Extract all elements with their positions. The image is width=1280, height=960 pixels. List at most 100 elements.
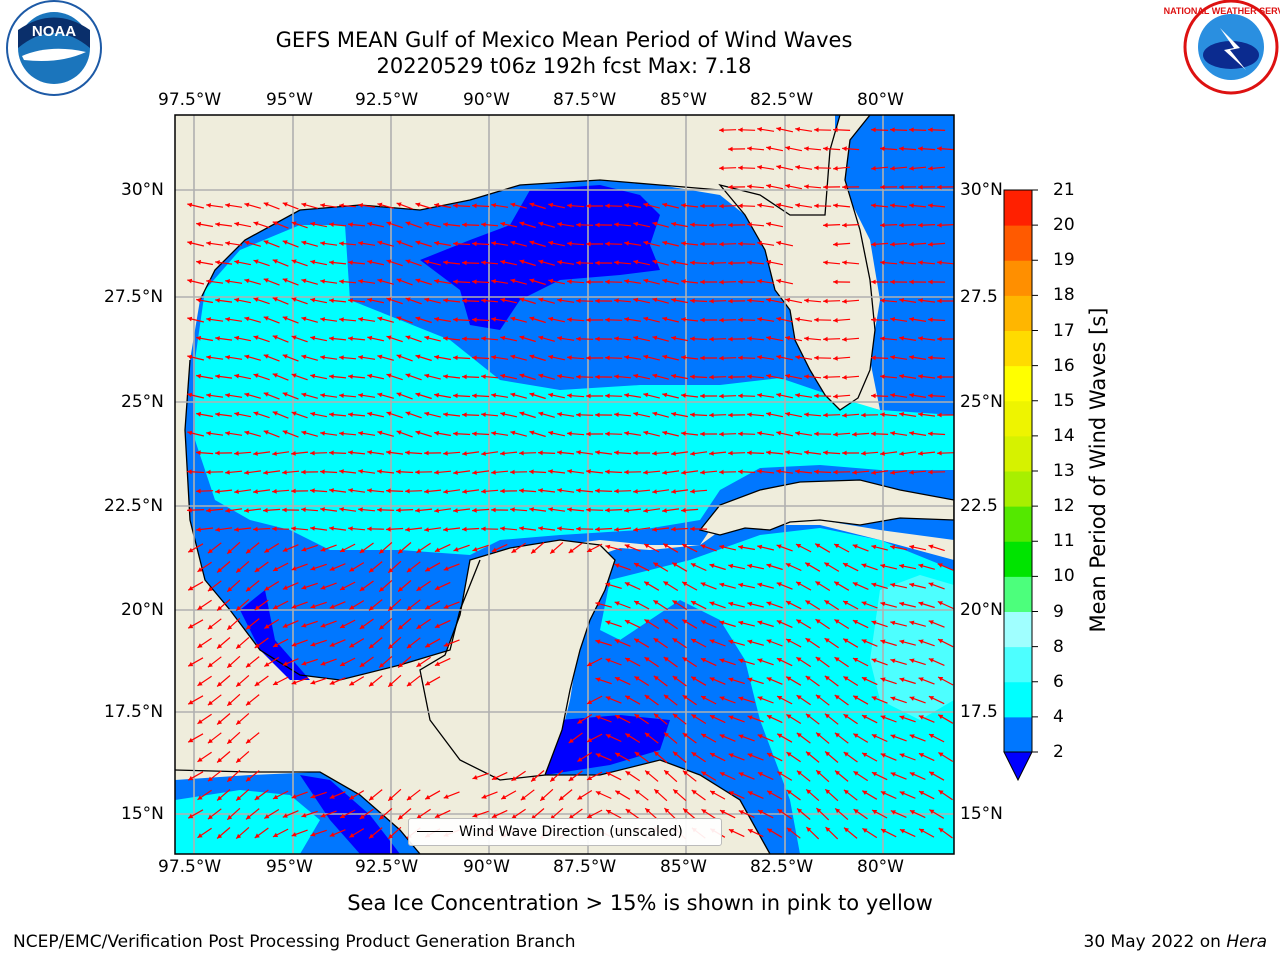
wind-wave-arrow-head	[785, 373, 791, 379]
wind-wave-arrow-head	[196, 411, 202, 417]
chart-subtitle: 20220529 t06z 192h fcst Max: 7.18	[376, 54, 752, 78]
wind-wave-arrow-head	[415, 392, 421, 398]
wind-wave-arrow-head	[225, 470, 230, 475]
credit-host: Hera	[1226, 932, 1267, 952]
colorbar-segment	[1004, 541, 1032, 577]
wind-wave-arrow-head	[776, 658, 782, 663]
wind-wave-arrow-head	[367, 526, 372, 532]
wind-wave-arrow-head	[339, 241, 344, 246]
wind-wave-arrow-head	[434, 547, 440, 552]
wind-wave-arrow-head	[747, 184, 752, 189]
wind-wave-arrow-head	[187, 430, 193, 436]
wind-wave-arrow-head	[700, 393, 705, 399]
wind-wave-arrow-head	[806, 751, 811, 757]
wind-wave-arrow-head	[700, 355, 705, 361]
wind-wave-arrow-head	[937, 184, 942, 190]
colorbar-tick-label: 4	[1053, 706, 1064, 727]
wind-wave-arrow-head	[861, 412, 866, 418]
wind-wave-arrow-head	[538, 488, 543, 493]
colorbar-tick-label: 17	[1053, 320, 1075, 341]
wind-wave-arrow-head	[814, 165, 819, 171]
wind-wave-arrow-head	[462, 451, 467, 456]
wind-wave-arrow-head	[519, 488, 524, 494]
wind-wave-arrow-head	[605, 203, 610, 209]
wind-wave-arrow-head	[691, 639, 697, 644]
wind-wave-arrow-head	[253, 489, 258, 494]
wind-wave-arrow-head	[236, 643, 242, 649]
wind-wave-arrow-head	[491, 279, 496, 284]
wind-wave-arrow-head	[481, 260, 486, 265]
wind-wave-arrow-head	[424, 411, 430, 417]
wind-wave-arrow-head	[738, 620, 744, 626]
wind-wave-arrow-head	[481, 794, 487, 799]
yucatan-land	[419, 539, 616, 781]
wind-wave-arrow-head	[672, 600, 678, 605]
wind-wave-arrow-head	[786, 714, 792, 719]
sea-ice-caption: Sea Ice Concentration > 15% is shown in …	[347, 891, 933, 915]
wind-wave-arrow-head	[264, 586, 270, 591]
northern-gulf-dark	[420, 185, 660, 330]
wind-wave-arrow-head	[348, 260, 353, 265]
wind-wave-arrow-head	[320, 317, 325, 322]
wind-wave-arrow-head	[529, 469, 534, 475]
wind-wave-arrow-head	[415, 316, 421, 322]
wind-wave-arrow-head	[624, 544, 630, 549]
wind-wave-arrow-head	[187, 202, 193, 208]
wind-wave-arrow-head	[691, 752, 697, 757]
wind-wave-arrow-head	[709, 601, 715, 606]
wind-wave-arrow-head	[700, 203, 705, 209]
wind-wave-arrow-head	[671, 335, 677, 341]
wind-wave-arrow-head	[557, 222, 562, 227]
wind-wave-arrow-head	[301, 585, 307, 590]
wind-wave-arrow-head	[928, 203, 933, 208]
wind-wave-arrow-head	[681, 355, 686, 360]
wind-wave-arrow-head	[586, 317, 591, 323]
wind-wave-arrow-head	[909, 810, 915, 815]
lon-tick-bottom: 87.5°W	[553, 857, 617, 877]
wind-wave-arrow-head	[652, 527, 657, 532]
wind-wave-arrow-head	[406, 567, 412, 573]
wind-wave-arrow-head	[833, 127, 838, 133]
wind-wave-arrow-head	[671, 451, 676, 456]
wind-wave-arrow-head	[719, 279, 724, 285]
wind-wave-arrow-head	[605, 355, 610, 361]
wind-wave-arrow-head	[481, 412, 486, 417]
wind-wave-arrow-head	[757, 317, 762, 322]
wind-wave-arrow-head	[472, 317, 477, 323]
wind-wave-arrow-head	[227, 738, 233, 744]
wind-wave-arrow-head	[633, 489, 638, 494]
wind-wave-arrow-head	[310, 832, 316, 837]
wind-wave-arrow-head	[615, 715, 621, 720]
wind-wave-arrow-head	[747, 829, 753, 834]
wind-wave-arrow-head	[187, 278, 193, 284]
wind-wave-arrow-head	[310, 373, 316, 379]
wind-wave-arrow-head	[453, 203, 458, 209]
wind-wave-arrow-head	[633, 373, 639, 379]
wind-wave-arrow-head	[310, 450, 315, 456]
wind-wave-arrow-head	[880, 298, 885, 303]
wind-wave-arrow-head	[359, 662, 365, 667]
wind-wave-arrow-head	[880, 184, 885, 190]
wind-wave-arrow-head	[861, 601, 867, 606]
wind-wave-arrow-head	[671, 259, 677, 265]
wind-wave-arrow-head	[681, 470, 686, 475]
wind-wave-arrow-head	[567, 203, 572, 209]
wind-wave-arrow-head	[662, 354, 668, 360]
wind-wave-arrow-head	[491, 547, 497, 552]
wind-wave-arrow-head	[786, 601, 792, 606]
wind-wave-arrow-head	[416, 624, 422, 629]
wind-wave-arrow-head	[519, 259, 525, 265]
wind-wave-arrow-head	[738, 355, 743, 361]
wind-wave-arrow-head	[187, 469, 192, 475]
wind-wave-arrow-head	[595, 488, 600, 494]
wind-wave-arrow-head	[728, 563, 734, 569]
wind-wave-arrow-head	[587, 775, 593, 780]
wind-wave-arrow-head	[491, 393, 496, 398]
florida-land	[718, 115, 954, 411]
wind-wave-arrow-head	[197, 757, 203, 762]
wind-wave-arrow-head	[215, 412, 220, 417]
wind-wave-arrow-head	[246, 662, 251, 668]
wind-wave-arrow-head	[738, 127, 743, 133]
wind-wave-arrow-head	[709, 412, 714, 418]
wind-wave-arrow-head	[244, 278, 250, 284]
